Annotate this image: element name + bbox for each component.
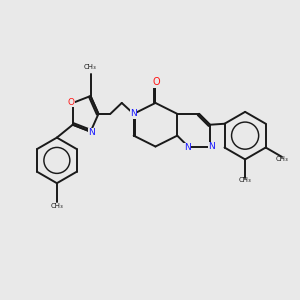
Text: CH₃: CH₃ [50,203,63,209]
Text: N: N [88,128,95,137]
Text: O: O [152,77,160,87]
Text: N: N [208,142,215,151]
Text: CH₃: CH₃ [276,156,288,162]
Text: N: N [184,143,190,152]
Text: CH₃: CH₃ [239,177,251,183]
Text: O: O [68,98,75,107]
Text: CH₃: CH₃ [83,64,96,70]
Text: N: N [130,109,137,118]
